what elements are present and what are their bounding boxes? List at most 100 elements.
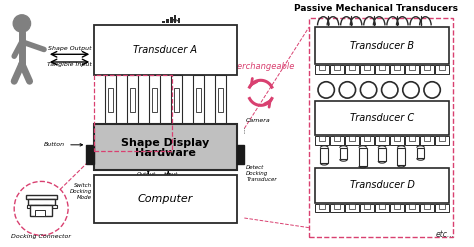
Bar <box>334 65 340 70</box>
Bar <box>170 17 173 23</box>
Bar <box>409 65 415 70</box>
Bar <box>319 204 325 209</box>
Text: Transducer A: Transducer A <box>133 45 197 55</box>
Text: Output: Output <box>137 172 156 177</box>
Bar <box>424 204 430 209</box>
Bar <box>417 148 424 158</box>
Bar <box>152 87 157 112</box>
Bar <box>171 76 182 124</box>
Bar <box>130 87 135 112</box>
Text: Switch
Docking
Mode: Switch Docking Mode <box>70 183 92 200</box>
Text: Computer: Computer <box>137 194 193 204</box>
Bar <box>435 136 448 145</box>
Bar <box>405 65 419 74</box>
Bar <box>26 195 56 199</box>
Text: Transducer C: Transducer C <box>350 113 414 123</box>
Text: Shape Display: Shape Display <box>121 138 210 148</box>
Bar <box>420 136 434 145</box>
Bar <box>424 65 430 70</box>
Bar <box>359 148 367 166</box>
Bar <box>192 76 204 124</box>
Bar <box>360 65 374 74</box>
Bar <box>364 65 370 70</box>
Bar <box>27 205 31 208</box>
Bar <box>315 65 328 74</box>
Bar <box>215 76 226 124</box>
Bar <box>349 65 355 70</box>
Bar <box>309 18 453 237</box>
Text: Detect
Docking
Transducer: Detect Docking Transducer <box>246 165 277 182</box>
Bar <box>35 205 39 208</box>
Bar <box>345 204 359 212</box>
Bar <box>315 101 449 135</box>
Bar <box>330 136 344 145</box>
Bar <box>166 19 169 23</box>
Bar <box>315 168 449 203</box>
Bar <box>334 204 340 209</box>
Bar <box>29 205 52 216</box>
Bar <box>174 87 179 112</box>
Bar <box>435 65 448 74</box>
Text: Shape Output: Shape Output <box>48 46 91 51</box>
Bar <box>349 136 355 141</box>
Text: Passive Mechanical Transducers: Passive Mechanical Transducers <box>294 4 458 13</box>
Bar <box>364 204 370 209</box>
Bar <box>375 65 389 74</box>
Bar <box>94 124 237 170</box>
Text: Transducer B: Transducer B <box>350 41 414 51</box>
Bar <box>398 148 405 165</box>
Text: Docking Connector: Docking Connector <box>11 234 71 239</box>
Bar <box>237 145 244 164</box>
Bar <box>94 25 237 76</box>
Bar <box>196 87 201 112</box>
Text: Camera: Camera <box>246 118 270 123</box>
Bar <box>163 21 165 23</box>
Bar <box>390 136 403 145</box>
Bar <box>319 65 325 70</box>
Bar <box>345 136 359 145</box>
Text: Input: Input <box>164 172 178 177</box>
Bar <box>379 65 385 70</box>
Bar <box>320 148 328 163</box>
Bar <box>315 27 449 64</box>
Bar <box>315 136 328 145</box>
Bar <box>394 204 400 209</box>
Bar <box>439 65 445 70</box>
Bar <box>394 136 400 141</box>
Bar <box>108 87 113 112</box>
Bar <box>330 204 344 212</box>
Bar <box>375 204 389 212</box>
Bar <box>360 204 374 212</box>
Bar <box>105 76 116 124</box>
Bar <box>349 204 355 209</box>
Bar <box>360 136 374 145</box>
Text: Transducer D: Transducer D <box>350 180 414 190</box>
Bar <box>435 204 448 212</box>
Bar <box>424 136 430 141</box>
Bar <box>330 65 344 74</box>
Text: Hardware: Hardware <box>135 147 196 158</box>
Bar <box>345 65 359 74</box>
Bar <box>364 136 370 141</box>
Bar <box>319 136 325 141</box>
Circle shape <box>13 15 30 32</box>
Bar <box>378 148 386 161</box>
Bar <box>390 65 403 74</box>
Bar <box>420 204 434 212</box>
Bar <box>52 205 56 208</box>
Bar <box>390 204 403 212</box>
Bar <box>340 148 347 159</box>
Text: Tangible Input: Tangible Input <box>47 62 92 67</box>
Bar <box>375 136 389 145</box>
Bar <box>334 136 340 141</box>
Bar <box>439 204 445 209</box>
Text: Button: Button <box>44 142 82 147</box>
Bar <box>379 204 385 209</box>
Bar <box>94 175 237 223</box>
Bar <box>127 76 138 124</box>
Bar <box>218 87 223 112</box>
Bar <box>178 18 180 23</box>
Bar <box>409 136 415 141</box>
Bar <box>405 204 419 212</box>
Bar <box>315 204 328 212</box>
